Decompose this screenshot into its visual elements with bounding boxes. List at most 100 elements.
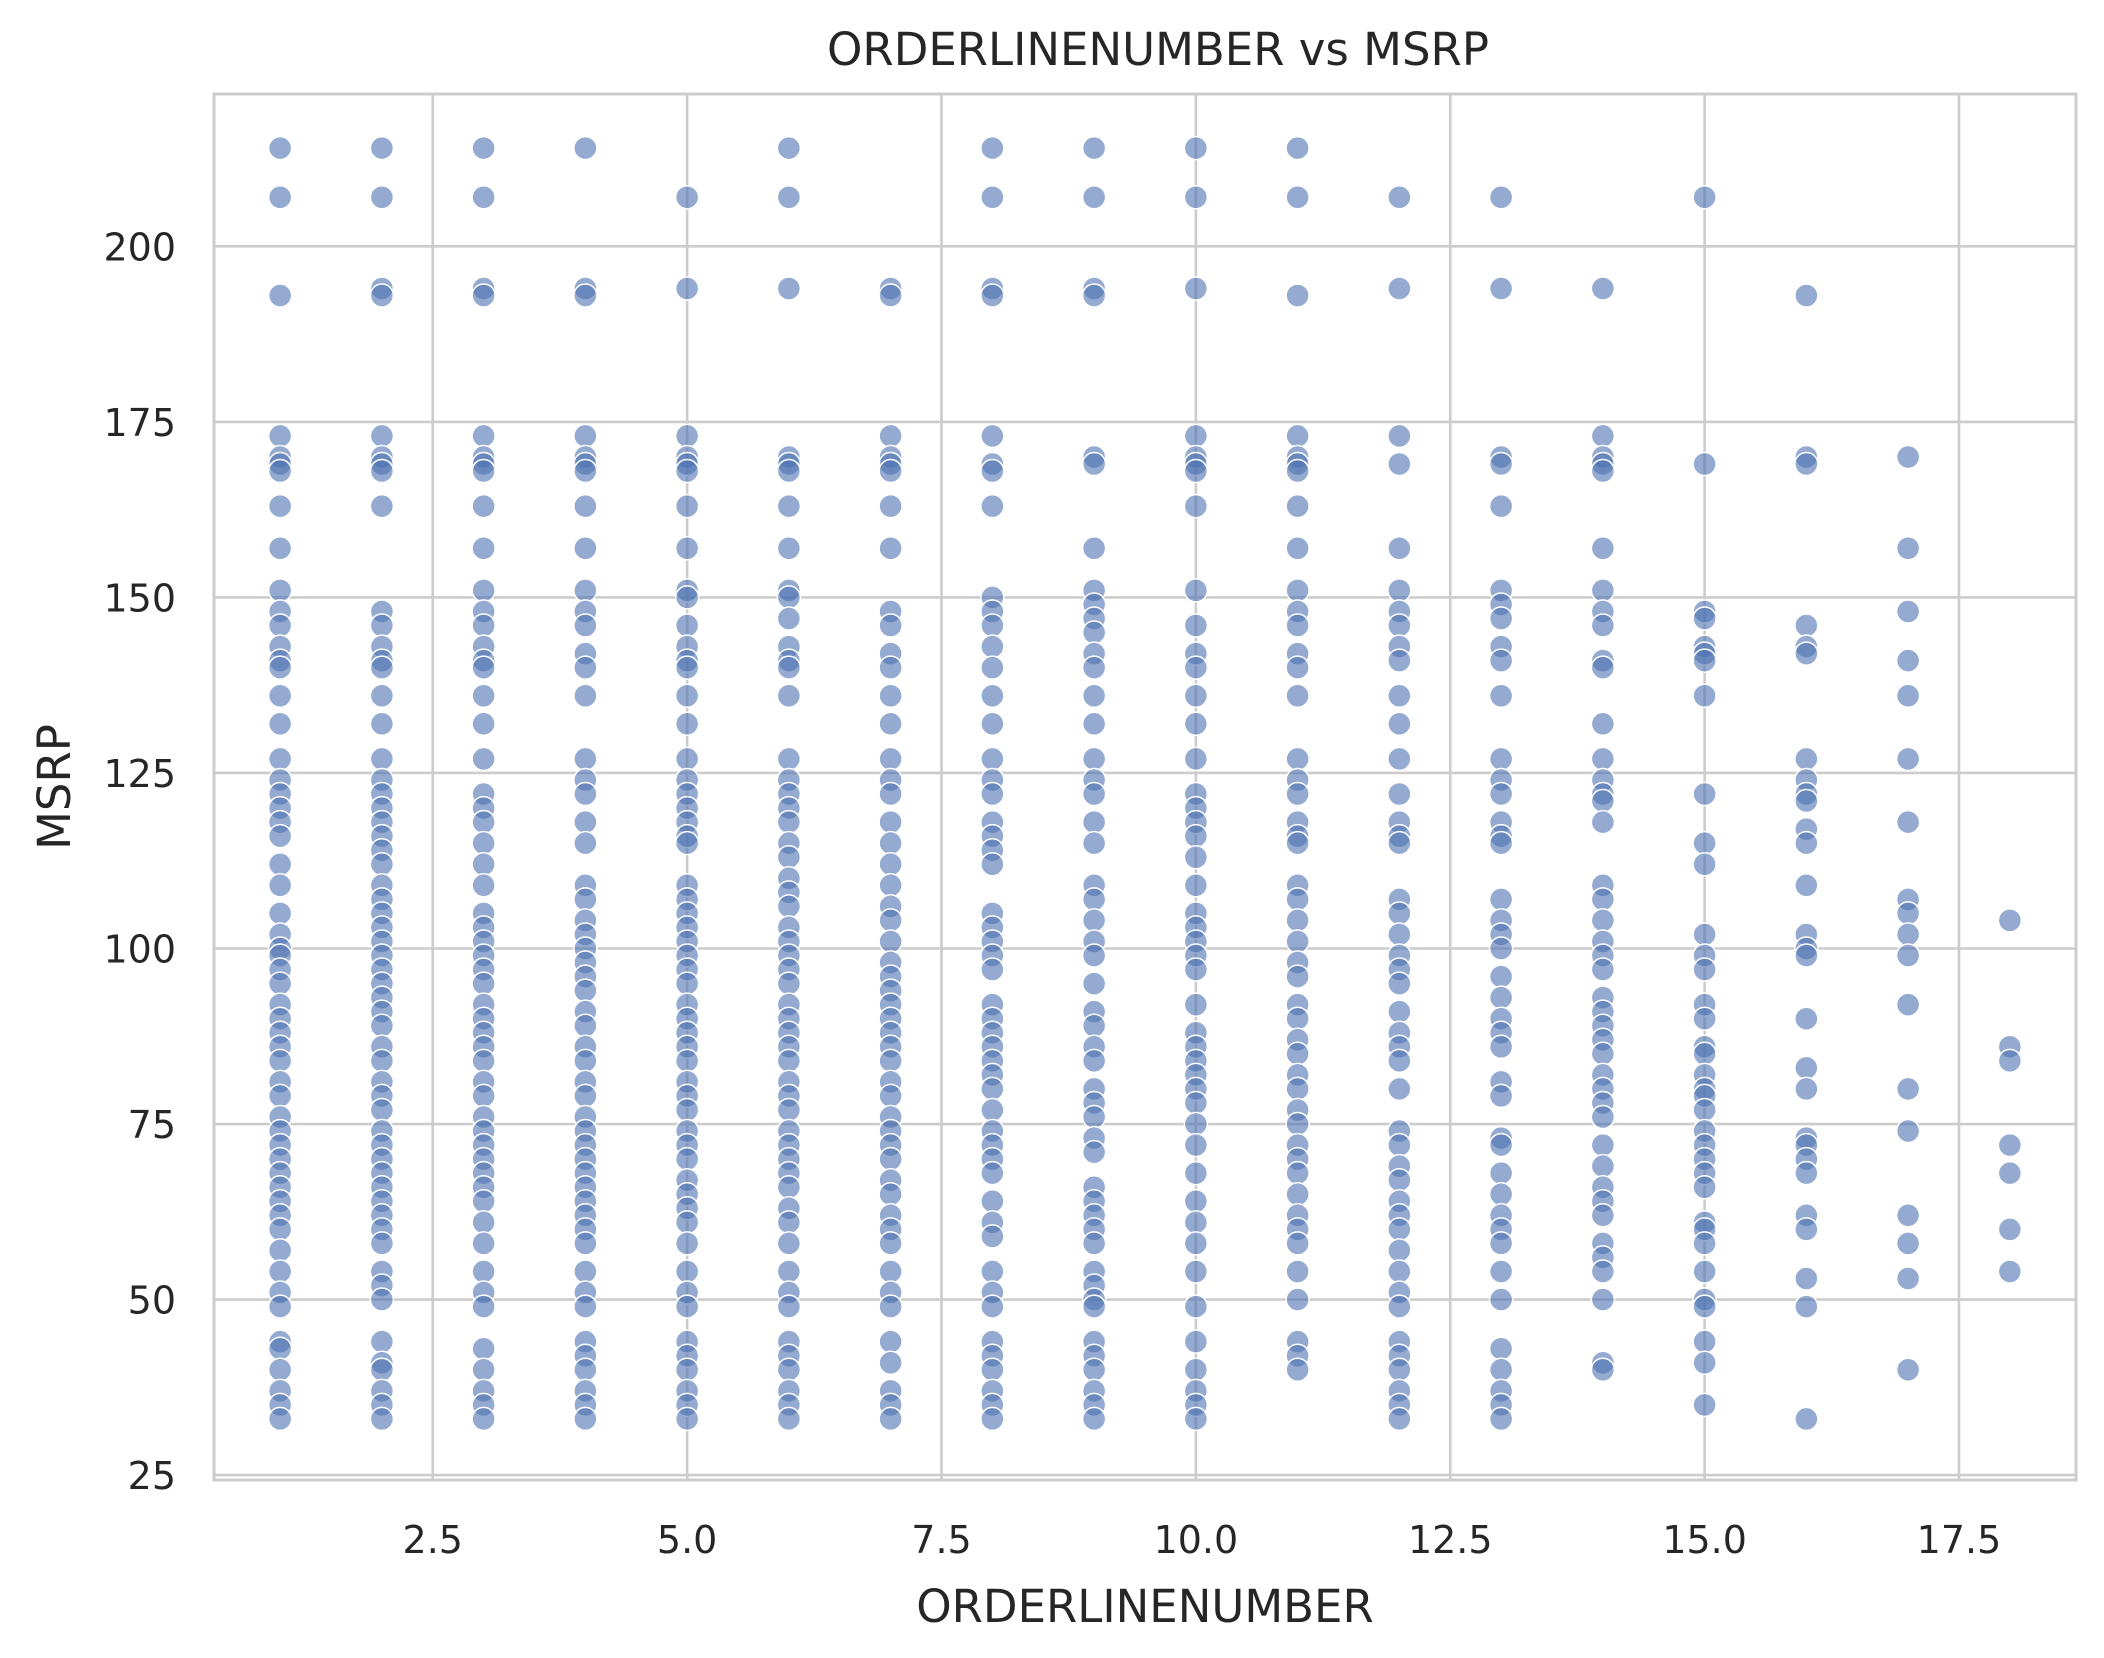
data-point <box>1692 1259 1717 1284</box>
data-point <box>267 1357 293 1383</box>
data-point <box>573 458 598 484</box>
data-point <box>471 1336 496 1361</box>
data-point <box>1387 1048 1412 1074</box>
data-point <box>1081 781 1107 807</box>
data-point <box>1081 711 1107 737</box>
data-point <box>878 493 903 519</box>
x-tick-label: 15.0 <box>1662 1518 1747 1562</box>
data-point <box>776 971 802 996</box>
data-point <box>267 1048 293 1074</box>
data-point <box>1183 276 1209 301</box>
data-point <box>1794 873 1819 898</box>
data-point <box>573 978 598 1003</box>
data-point <box>1590 536 1616 561</box>
data-point <box>471 971 496 996</box>
data-point <box>369 423 395 449</box>
data-point <box>980 423 1005 449</box>
data-point <box>267 135 293 161</box>
data-point <box>1387 999 1412 1024</box>
data-point <box>1692 1041 1717 1067</box>
data-point <box>1794 1006 1819 1031</box>
data-point <box>471 746 496 772</box>
data-point <box>674 613 700 638</box>
data-point <box>267 1336 293 1361</box>
data-point <box>1692 648 1717 673</box>
data-point <box>267 1217 293 1242</box>
x-tick-label: 7.5 <box>911 1518 971 1562</box>
data-point <box>1387 1238 1412 1263</box>
data-point <box>1692 606 1717 631</box>
data-point <box>1081 1294 1107 1319</box>
data-point <box>1692 830 1717 856</box>
data-point <box>471 613 496 638</box>
data-point <box>1794 943 1819 968</box>
plot-frame <box>212 92 2078 1482</box>
data-point <box>1387 613 1412 638</box>
data-point <box>1081 887 1107 912</box>
data-point <box>1895 746 1921 772</box>
data-point <box>1895 1357 1921 1383</box>
y-tick-label: 125 <box>103 752 176 796</box>
y-gridlines <box>214 245 2076 1477</box>
data-point <box>980 613 1005 638</box>
data-point <box>776 1174 802 1200</box>
data-point <box>1183 823 1209 849</box>
data-point <box>1285 283 1310 308</box>
data-point <box>1488 887 1514 912</box>
data-point <box>878 1329 903 1354</box>
data-point <box>573 423 598 449</box>
data-point <box>1895 922 1921 947</box>
data-point <box>471 830 496 856</box>
data-point <box>1285 1287 1310 1312</box>
data-points <box>267 135 2023 1432</box>
data-point <box>267 423 293 449</box>
data-point <box>1692 451 1717 477</box>
data-point <box>1387 711 1412 737</box>
data-point <box>1081 1048 1107 1074</box>
data-point <box>878 423 903 449</box>
data-point <box>776 683 802 708</box>
data-point <box>1895 599 1921 624</box>
data-point <box>980 746 1005 772</box>
data-point <box>878 746 903 772</box>
data-point <box>1183 613 1209 638</box>
data-point <box>878 536 903 561</box>
data-point <box>369 851 395 877</box>
data-point <box>1387 922 1412 947</box>
data-point <box>878 1083 903 1109</box>
data-point <box>1590 1041 1616 1067</box>
data-point <box>1488 746 1514 772</box>
data-point <box>369 711 395 737</box>
x-tick-label: 17.5 <box>1917 1518 2002 1562</box>
data-point <box>1183 423 1209 449</box>
data-point <box>1794 1294 1819 1319</box>
data-point <box>1895 1076 1921 1102</box>
data-point <box>573 746 598 772</box>
data-point <box>1387 683 1412 708</box>
data-point <box>471 458 496 484</box>
data-point <box>1081 971 1107 996</box>
data-point <box>878 655 903 680</box>
data-point <box>1590 1132 1616 1158</box>
data-point <box>980 634 1005 659</box>
data-point <box>267 578 293 603</box>
data-point <box>1895 1231 1921 1256</box>
data-point <box>1590 1357 1616 1383</box>
data-point <box>1895 648 1921 673</box>
data-point <box>1387 1294 1412 1319</box>
data-point <box>369 1048 395 1074</box>
data-point <box>573 578 598 603</box>
data-point <box>1183 1210 1209 1235</box>
data-point <box>267 655 293 680</box>
data-point <box>1183 1189 1209 1214</box>
data-point <box>1285 184 1310 210</box>
data-point <box>1692 851 1717 877</box>
data-point <box>980 1357 1005 1383</box>
data-point <box>1488 451 1514 477</box>
data-point <box>674 1357 700 1383</box>
data-point <box>1794 613 1819 638</box>
data-point <box>369 683 395 708</box>
chart-title: ORDERLINENUMBER vs MSRP <box>827 23 1489 76</box>
data-point <box>776 1231 802 1256</box>
